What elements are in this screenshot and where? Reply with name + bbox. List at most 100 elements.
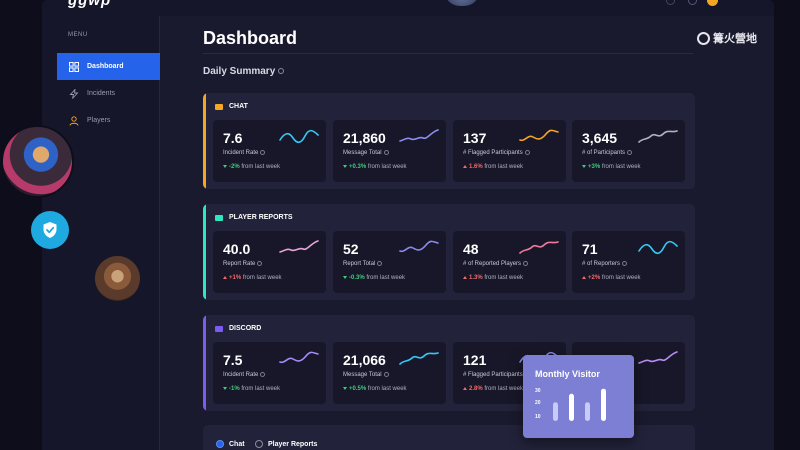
info-icon[interactable] <box>523 261 529 266</box>
watermark-logo-icon <box>697 31 710 45</box>
metric-label: # Flagged Participants <box>463 150 530 156</box>
daily-summary-heading: Daily Summary <box>203 66 285 77</box>
sidebar-item-incidents[interactable]: Incidents <box>57 80 160 107</box>
metric-delta: +1% <box>229 275 242 281</box>
metric-change: 1.3% from last week <box>463 275 523 281</box>
sparkline-chart <box>519 241 559 254</box>
sidebar-item-label: Dashboard <box>87 63 124 70</box>
visitor-tick-label: 20 <box>535 400 541 406</box>
metric-label-text: # of Participants <box>582 150 626 157</box>
metric-delta-suffix: from last week <box>241 164 281 170</box>
metric-card[interactable]: 21,860 Message Total +0.3% from last week <box>333 120 446 182</box>
filter-label: Chat <box>229 440 245 448</box>
metric-value: 3,645 <box>582 130 618 146</box>
trend-up-icon <box>463 275 467 279</box>
filter-player-reports[interactable]: Player Reports <box>255 440 317 448</box>
app-logo[interactable]: ggwp <box>68 0 112 9</box>
metric-label: Message Total <box>343 372 389 378</box>
info-icon[interactable] <box>383 372 389 377</box>
metric-change: -2% from last week <box>223 164 280 170</box>
sparkline-path <box>638 351 678 364</box>
info-icon[interactable] <box>622 261 628 266</box>
metric-label: # of Participants <box>582 150 633 157</box>
metric-value: 40.0 <box>223 241 251 257</box>
metric-delta-suffix: from last week <box>484 164 524 170</box>
metric-label: Message Total <box>343 150 389 156</box>
metric-card[interactable]: 7.5 Incident Rate -1% from last week <box>213 342 326 404</box>
user-icon <box>69 115 79 126</box>
app-window: ggwp MENU Dashboard Incidents <box>42 0 774 450</box>
metric-card[interactable]: 48 # of Reported Players 1.3% from last we… <box>453 231 566 293</box>
metric-label-text: Report Rate <box>223 261 256 268</box>
info-icon[interactable] <box>260 372 266 377</box>
metric-card[interactable]: 21,066 Message Total +0.5% from last week <box>333 342 446 404</box>
metric-value: 7.6 <box>223 130 243 146</box>
notification-icon[interactable] <box>666 0 675 5</box>
info-icon[interactable] <box>627 150 633 155</box>
info-icon[interactable] <box>383 150 389 155</box>
sparkline-chart <box>279 240 319 253</box>
sidebar-item-label: Players <box>87 117 111 124</box>
trend-up-icon <box>223 275 227 279</box>
metric-card[interactable]: 137 # Flagged Participants 1.6% from last … <box>453 120 566 182</box>
info-icon[interactable] <box>278 68 285 75</box>
sparkline-chart <box>399 352 439 365</box>
sparkline-path <box>399 129 439 142</box>
sparkline-chart <box>279 129 319 144</box>
metric-change: +0.3% from last week <box>343 164 407 170</box>
metric-delta-suffix: from last week <box>367 164 407 170</box>
metric-card[interactable]: 7.6 Incident Rate -2% from last week <box>213 120 326 182</box>
metric-change: +0.5% from last week <box>343 386 407 392</box>
section-accent-bar <box>203 204 206 300</box>
trend-down-icon <box>223 386 227 390</box>
sparkline-path <box>279 129 319 144</box>
metric-card[interactable]: 3,645 # of Participants +3% from last week <box>572 120 685 182</box>
settings-icon[interactable] <box>688 0 697 5</box>
info-icon[interactable] <box>260 150 266 155</box>
section-title: DISCORD <box>229 325 262 332</box>
metric-delta: +0.3% <box>349 164 367 170</box>
sidebar-item-label: Incidents <box>87 90 116 97</box>
sparkline-chart <box>638 240 678 255</box>
metric-delta: +0.5% <box>349 386 367 392</box>
radio-checked-icon[interactable] <box>216 440 224 448</box>
metric-delta: -0.3% <box>349 275 365 281</box>
discord-icon <box>215 325 223 332</box>
metric-card[interactable]: 71 # of Reporters +2% from last week <box>572 231 685 293</box>
visitor-bar <box>553 402 558 421</box>
chat-icon <box>215 103 223 110</box>
metric-change: +3% from last week <box>582 164 641 170</box>
monthly-visitor-title: Monthly Visitor <box>535 369 600 379</box>
player-avatar-photo <box>1 125 74 198</box>
sidebar-item-dashboard[interactable]: Dashboard <box>57 53 160 80</box>
metric-label: Incident Rate <box>223 150 266 156</box>
metric-delta: +3% <box>588 164 601 170</box>
section-chat: CHAT 7.6 Incident Rate -2% from last week 21… <box>203 93 695 189</box>
user-status-icon[interactable] <box>707 0 718 6</box>
info-icon[interactable] <box>524 150 530 155</box>
radio-unchecked-icon[interactable] <box>255 440 263 448</box>
metric-card[interactable]: 40.0 Report Rate +1% from last week <box>213 231 326 293</box>
info-icon[interactable] <box>377 261 383 266</box>
metric-delta: 1.6% <box>469 164 483 170</box>
filter-chat[interactable]: Chat <box>216 440 245 448</box>
sparkline-chart <box>279 351 319 364</box>
metric-delta-suffix: from last week <box>601 275 641 281</box>
metric-change: 2.8% from last week <box>463 386 523 392</box>
metric-delta-suffix: from last week <box>366 275 406 281</box>
main-content: Dashboard Daily Summary CHAT 7.6 Incident … <box>160 16 774 450</box>
metric-label: Incident Rate <box>223 372 266 378</box>
metric-label-text: Message Total <box>343 372 382 379</box>
metric-value: 121 <box>463 352 487 368</box>
trend-up-icon <box>463 164 467 168</box>
metric-value: 137 <box>463 130 487 146</box>
metric-delta: 1.3% <box>469 275 483 281</box>
report-icon <box>215 214 223 221</box>
metric-value: 71 <box>582 241 598 257</box>
sparkline-chart <box>399 240 439 253</box>
top-avatar[interactable] <box>444 0 480 6</box>
metric-card[interactable]: 52 Report Total -0.3% from last week <box>333 231 446 293</box>
visitor-bar <box>569 393 574 421</box>
info-icon[interactable] <box>257 261 263 266</box>
sidebar-item-players[interactable]: Players <box>57 107 160 134</box>
